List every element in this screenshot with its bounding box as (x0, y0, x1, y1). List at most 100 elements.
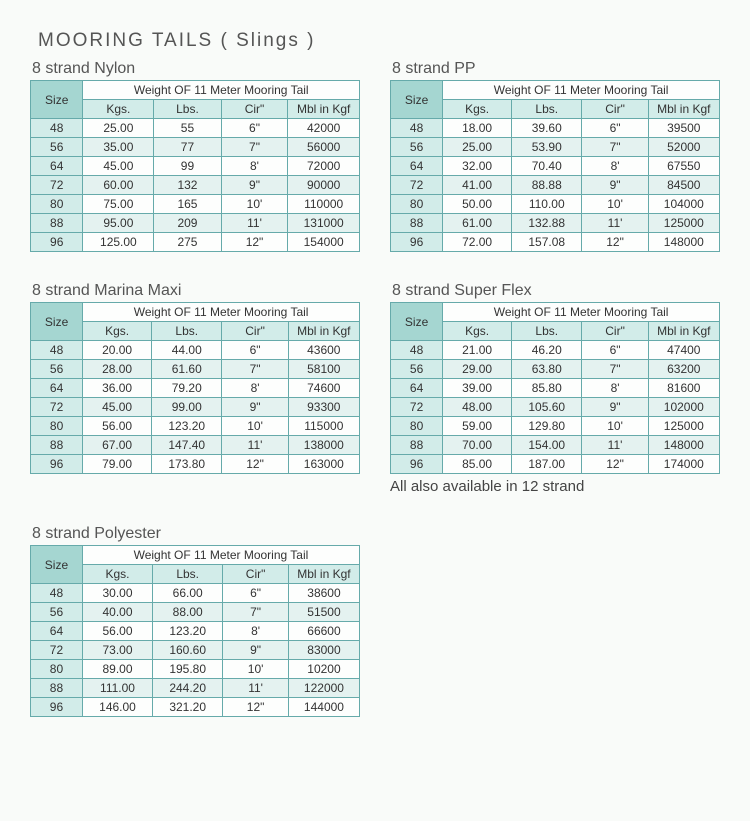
table-cell: 88 (31, 679, 83, 698)
sub-header: Lbs. (153, 565, 223, 584)
table-cell: 95.00 (83, 214, 154, 233)
table-cell: 146.00 (82, 698, 152, 717)
data-table: SizeWeight OF 11 Meter Mooring TailKgs.L… (30, 545, 360, 717)
table-row: 8861.00132.8811'125000 (391, 214, 720, 233)
table-cell: 10200 (288, 660, 359, 679)
table-cell: 39.00 (443, 379, 512, 398)
table-row: 8089.00195.8010'10200 (31, 660, 360, 679)
sub-header: Lbs. (511, 100, 582, 119)
table-cell: 30.00 (82, 584, 152, 603)
table-cell: 8' (582, 379, 648, 398)
table-block: 8 strand Super FlexSizeWeight OF 11 Mete… (390, 282, 720, 495)
table-cell: 88.88 (511, 176, 582, 195)
tables-grid: 8 strand NylonSizeWeight OF 11 Meter Moo… (30, 60, 720, 717)
table-cell: 40.00 (82, 603, 152, 622)
table-cell: 48 (391, 341, 443, 360)
table-row: 7241.0088.889"84500 (391, 176, 720, 195)
sub-header: Kgs. (83, 100, 154, 119)
table-cell: 12" (582, 455, 648, 474)
table-cell: 74600 (288, 379, 359, 398)
table-cell: 148000 (648, 436, 719, 455)
sub-header: Cir" (582, 322, 648, 341)
table-cell: 43600 (288, 341, 359, 360)
table-cell: 160.60 (153, 641, 223, 660)
table-cell: 123.20 (151, 417, 222, 436)
table-title: 8 strand Marina Maxi (32, 282, 360, 300)
table-row: 7245.0099.009"93300 (31, 398, 360, 417)
table-cell: 6" (582, 119, 648, 138)
table-cell: 80 (391, 417, 443, 436)
table-cell: 64 (391, 157, 443, 176)
size-header: Size (391, 303, 443, 341)
table-cell: 154.00 (511, 436, 582, 455)
table-cell: 110.00 (511, 195, 582, 214)
table-cell: 9" (221, 176, 288, 195)
table-cell: 8' (582, 157, 648, 176)
table-cell: 105.60 (511, 398, 582, 417)
table-cell: 79.20 (151, 379, 222, 398)
table-row: 88111.00244.2011'122000 (31, 679, 360, 698)
table-cell: 129.80 (511, 417, 582, 436)
table-cell: 81600 (648, 379, 719, 398)
size-header: Size (391, 81, 443, 119)
table-cell: 80 (31, 660, 83, 679)
table-cell: 111.00 (82, 679, 152, 698)
table-cell: 18.00 (443, 119, 512, 138)
table-row: 4820.0044.006"43600 (31, 341, 360, 360)
data-table: SizeWeight OF 11 Meter Mooring TailKgs.L… (30, 302, 360, 474)
table-cell: 125.00 (83, 233, 154, 252)
table-block: 8 strand NylonSizeWeight OF 11 Meter Moo… (30, 60, 360, 252)
table-cell: 10' (221, 195, 288, 214)
table-cell: 56.00 (83, 417, 152, 436)
table-cell: 48 (31, 584, 83, 603)
table-cell: 144000 (288, 698, 359, 717)
size-header: Size (31, 303, 83, 341)
table-row: 6456.00123.208'66600 (31, 622, 360, 641)
table-cell: 35.00 (83, 138, 154, 157)
table-cell: 44.00 (151, 341, 222, 360)
table-cell: 244.20 (153, 679, 223, 698)
sub-header: Cir" (222, 322, 288, 341)
table-cell: 70.00 (443, 436, 512, 455)
table-cell: 11' (222, 436, 288, 455)
table-cell: 209 (154, 214, 221, 233)
table-cell: 80 (31, 417, 83, 436)
sub-header: Mbl in Kgf (648, 322, 719, 341)
spanner-header: Weight OF 11 Meter Mooring Tail (443, 81, 720, 100)
table-cell: 174000 (648, 455, 719, 474)
sub-header: Kgs. (82, 565, 152, 584)
table-cell: 96 (31, 698, 83, 717)
table-cell: 32.00 (443, 157, 512, 176)
table-cell: 75.00 (83, 195, 154, 214)
table-cell: 56 (31, 603, 83, 622)
table-cell: 11' (221, 214, 288, 233)
data-table: SizeWeight OF 11 Meter Mooring TailKgs.L… (390, 302, 720, 474)
table-cell: 12" (223, 698, 289, 717)
table-cell: 154000 (288, 233, 360, 252)
table-cell: 125000 (648, 214, 719, 233)
table-cell: 275 (154, 233, 221, 252)
table-row: 5640.0088.007"51500 (31, 603, 360, 622)
table-cell: 56000 (288, 138, 360, 157)
table-cell: 6" (222, 341, 288, 360)
table-cell: 85.80 (511, 379, 582, 398)
table-row: 4830.0066.006"38600 (31, 584, 360, 603)
table-cell: 88 (391, 436, 443, 455)
sub-header: Kgs. (443, 322, 512, 341)
table-cell: 9" (222, 398, 288, 417)
table-cell: 321.20 (153, 698, 223, 717)
table-cell: 60.00 (83, 176, 154, 195)
table-cell: 9" (582, 398, 648, 417)
table-cell: 11' (582, 214, 648, 233)
table-cell: 66.00 (153, 584, 223, 603)
table-cell: 173.80 (151, 455, 222, 474)
table-cell: 88 (31, 436, 83, 455)
table-cell: 8' (221, 157, 288, 176)
table-cell: 8' (223, 622, 289, 641)
table-cell: 88.00 (153, 603, 223, 622)
table-cell: 7" (223, 603, 289, 622)
table-cell: 7" (582, 360, 648, 379)
sub-header: Mbl in Kgf (288, 100, 360, 119)
table-cell: 63200 (648, 360, 719, 379)
table-block: 8 strand PPSizeWeight OF 11 Meter Moorin… (390, 60, 720, 252)
